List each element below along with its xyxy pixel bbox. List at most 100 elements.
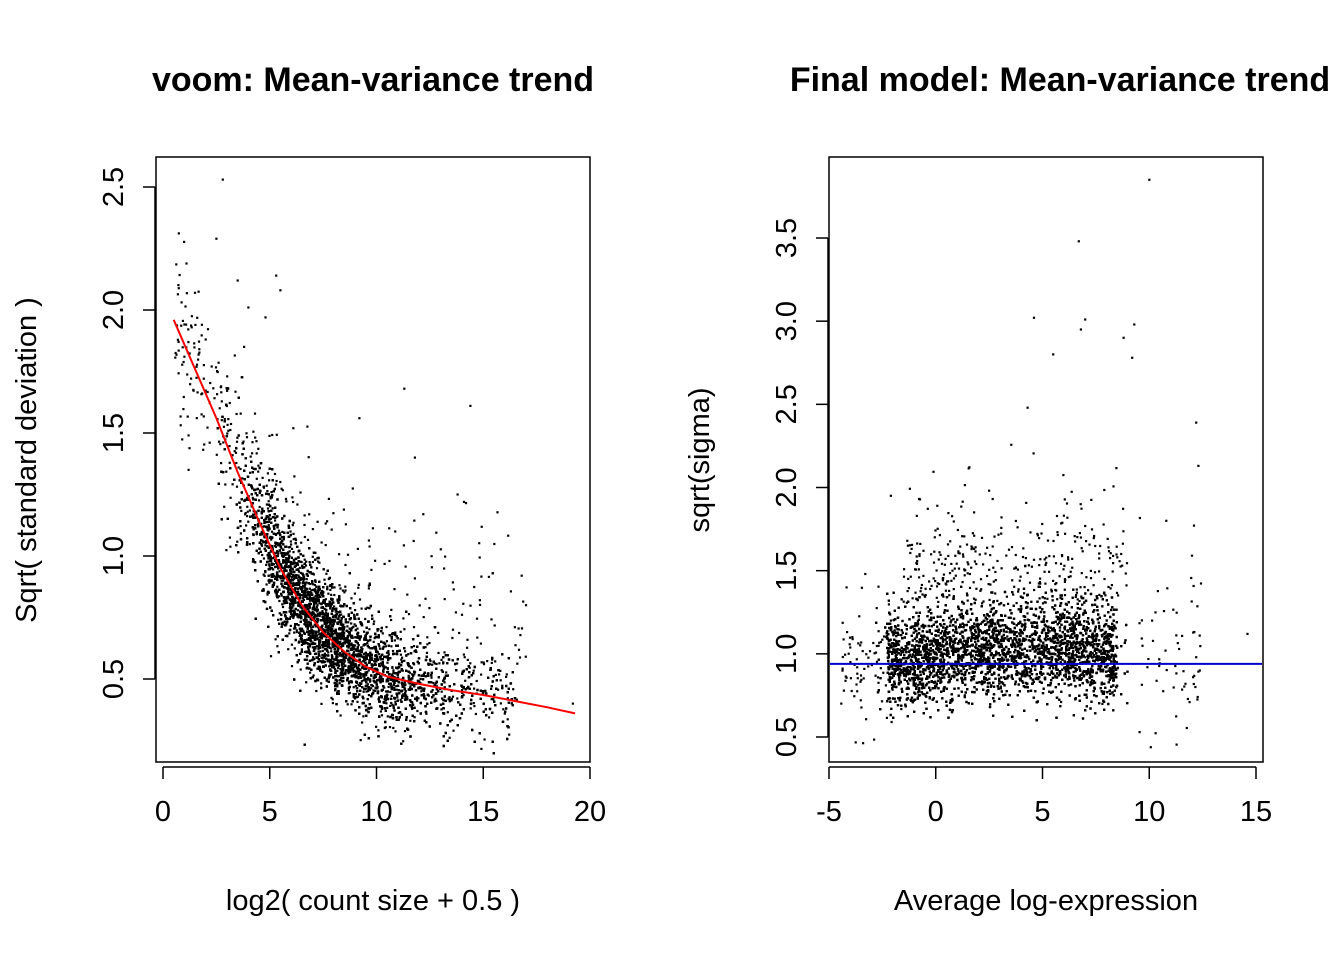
data-point xyxy=(360,646,363,649)
data-point xyxy=(502,708,505,711)
data-point xyxy=(346,638,349,641)
data-point xyxy=(288,632,291,635)
data-point xyxy=(315,567,319,570)
data-point xyxy=(290,665,294,668)
data-point xyxy=(385,702,388,705)
data-point xyxy=(393,676,396,679)
data-point xyxy=(315,645,318,648)
data-point xyxy=(366,641,369,644)
data-point xyxy=(340,613,343,616)
data-point xyxy=(325,679,328,682)
data-point xyxy=(506,697,509,700)
data-point xyxy=(488,716,491,719)
data-point xyxy=(299,571,302,574)
data-point xyxy=(379,662,382,665)
data-point xyxy=(274,533,278,536)
data-point xyxy=(384,645,387,648)
data-point xyxy=(386,715,389,718)
data-point xyxy=(440,690,443,693)
data-point xyxy=(376,685,379,688)
data-point xyxy=(269,655,273,658)
data-point xyxy=(333,586,336,589)
data-point xyxy=(372,689,375,692)
data-point xyxy=(293,647,296,650)
data-point xyxy=(305,658,308,661)
data-point xyxy=(505,675,508,678)
data-point xyxy=(365,690,368,693)
data-point xyxy=(317,598,320,601)
data-point xyxy=(245,524,248,527)
data-point xyxy=(515,698,518,701)
data-point xyxy=(350,634,353,637)
data-point xyxy=(359,739,362,742)
data-point xyxy=(235,461,238,465)
data-point xyxy=(425,712,428,715)
data-point xyxy=(422,689,426,693)
data-point xyxy=(218,407,221,410)
data-point xyxy=(372,640,375,643)
data-point xyxy=(389,690,392,694)
data-point xyxy=(312,573,315,576)
data-point xyxy=(326,612,330,615)
data-point xyxy=(324,603,327,606)
data-point xyxy=(308,599,312,602)
data-point xyxy=(393,639,396,642)
data-point xyxy=(384,666,388,669)
data-point xyxy=(316,667,319,670)
data-point xyxy=(391,666,394,669)
data-point xyxy=(337,666,340,670)
data-point xyxy=(376,679,379,682)
data-point xyxy=(433,700,436,703)
data-point xyxy=(340,643,343,646)
data-point xyxy=(295,629,298,632)
data-point xyxy=(251,441,254,444)
data-point xyxy=(383,686,386,689)
data-point xyxy=(363,676,366,679)
data-point xyxy=(292,551,295,554)
data-point xyxy=(260,522,263,525)
data-point xyxy=(278,532,281,535)
data-point xyxy=(296,592,299,595)
data-point xyxy=(407,679,410,682)
data-point xyxy=(307,616,311,619)
data-point xyxy=(480,661,483,664)
data-point xyxy=(235,485,239,488)
data-point xyxy=(350,636,353,639)
data-point xyxy=(244,512,247,515)
data-point xyxy=(416,679,419,682)
data-point xyxy=(401,656,404,659)
data-point xyxy=(344,585,347,588)
data-point xyxy=(428,658,432,661)
data-point xyxy=(311,588,314,591)
data-point xyxy=(288,550,291,553)
data-point xyxy=(499,679,502,682)
data-point xyxy=(314,580,317,583)
data-point xyxy=(277,567,280,570)
data-point xyxy=(318,639,321,642)
data-point xyxy=(287,546,290,549)
data-point xyxy=(404,689,407,693)
data-point xyxy=(377,663,381,666)
data-point xyxy=(412,626,416,629)
data-point xyxy=(242,440,245,443)
data-point xyxy=(336,636,339,639)
data-point xyxy=(281,603,284,606)
data-point xyxy=(270,566,273,569)
data-point xyxy=(403,730,407,733)
data-point xyxy=(276,645,279,648)
data-point xyxy=(348,652,351,655)
data-point xyxy=(480,673,483,676)
data-point xyxy=(297,601,300,604)
data-point xyxy=(407,653,410,656)
data-point xyxy=(338,654,342,657)
data-point xyxy=(367,694,370,697)
data-point xyxy=(347,665,350,668)
data-point xyxy=(299,668,302,671)
data-point xyxy=(409,719,412,722)
data-point xyxy=(331,637,335,640)
data-point xyxy=(266,472,269,475)
data-point xyxy=(362,690,365,693)
data-point xyxy=(323,652,326,655)
data-point xyxy=(366,678,369,681)
voom-panel: voom: Mean-variance trend 0 5 10 15 20 0.51.… xyxy=(11,61,606,917)
